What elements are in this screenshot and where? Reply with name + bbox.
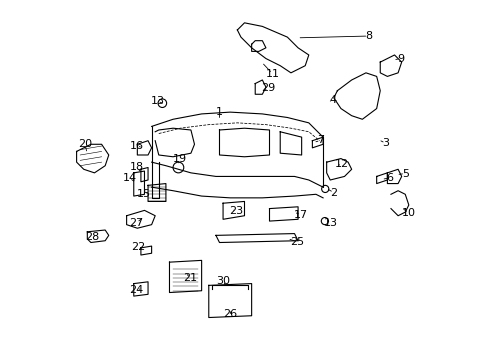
Text: 28: 28 xyxy=(84,232,99,242)
Text: 3: 3 xyxy=(381,138,388,148)
Text: 12: 12 xyxy=(334,158,348,168)
Text: 15: 15 xyxy=(137,189,150,199)
Text: 11: 11 xyxy=(265,68,279,78)
Text: 9: 9 xyxy=(396,54,404,64)
Text: 4: 4 xyxy=(329,95,336,105)
Text: 2: 2 xyxy=(329,188,337,198)
Text: 24: 24 xyxy=(129,285,143,296)
Text: 5: 5 xyxy=(401,168,408,179)
Text: 7: 7 xyxy=(316,135,324,145)
Text: 23: 23 xyxy=(229,206,243,216)
Text: 6: 6 xyxy=(385,173,392,183)
Text: 8: 8 xyxy=(364,31,371,41)
Text: 26: 26 xyxy=(223,309,237,319)
Text: 19: 19 xyxy=(173,154,187,164)
Text: 22: 22 xyxy=(131,242,145,252)
Text: 10: 10 xyxy=(401,208,415,218)
Text: 29: 29 xyxy=(261,83,275,93)
Text: 25: 25 xyxy=(290,237,304,247)
Text: 18: 18 xyxy=(129,162,143,172)
Text: 14: 14 xyxy=(122,173,136,183)
Text: 17: 17 xyxy=(293,210,307,220)
Text: 30: 30 xyxy=(216,276,229,286)
Text: 27: 27 xyxy=(129,217,143,228)
Text: 13: 13 xyxy=(150,96,164,106)
Text: 16: 16 xyxy=(129,141,143,151)
Text: 20: 20 xyxy=(78,139,92,149)
Text: 1: 1 xyxy=(216,107,223,117)
Text: 13: 13 xyxy=(324,217,338,228)
Text: 21: 21 xyxy=(183,273,197,283)
